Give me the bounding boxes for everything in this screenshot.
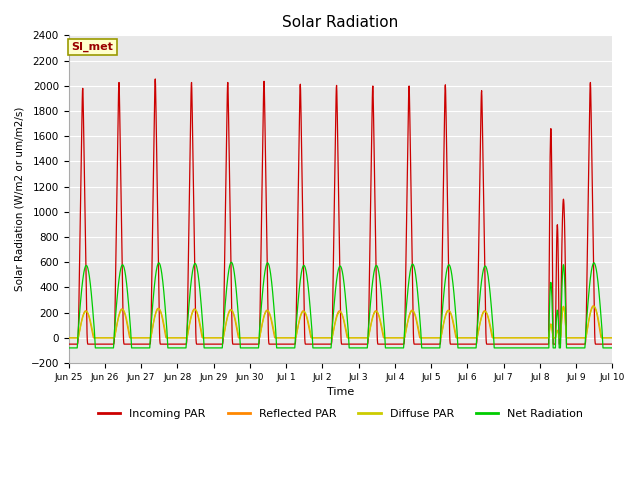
Legend: Incoming PAR, Reflected PAR, Diffuse PAR, Net Radiation: Incoming PAR, Reflected PAR, Diffuse PAR… — [93, 404, 588, 423]
Text: SI_met: SI_met — [72, 42, 113, 52]
Title: Solar Radiation: Solar Radiation — [282, 15, 399, 30]
Y-axis label: Solar Radiation (W/m2 or um/m2/s): Solar Radiation (W/m2 or um/m2/s) — [15, 107, 25, 291]
X-axis label: Time: Time — [327, 387, 354, 397]
